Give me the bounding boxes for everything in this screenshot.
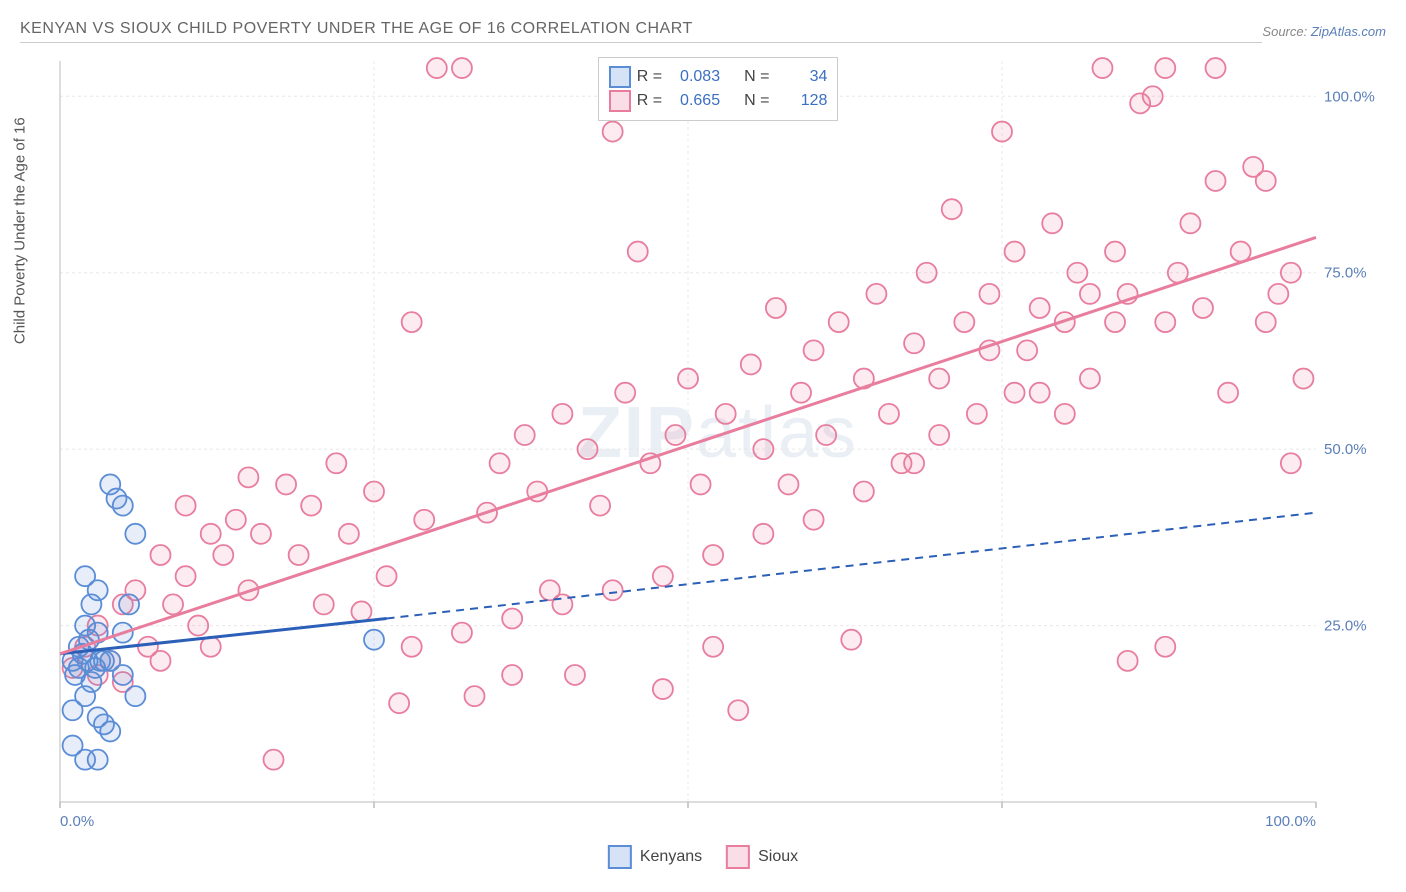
r-label2: R = — [637, 92, 662, 110]
r-label: R = — [637, 68, 662, 86]
svg-text:100.0%: 100.0% — [1324, 88, 1375, 105]
chart-container: Child Poverty Under the Age of 16 ZIPatl… — [50, 55, 1386, 842]
swatch-sioux — [609, 90, 631, 112]
legend-item-sioux: Sioux — [726, 845, 798, 869]
svg-text:0.0%: 0.0% — [60, 813, 94, 830]
stats-row-sioux: R = 0.665 N = 128 — [609, 90, 828, 112]
stats-legend-box: R = 0.083 N = 34 R = 0.665 N = 128 — [598, 57, 839, 121]
bottom-legend: Kenyans Sioux — [608, 845, 798, 869]
n-label: N = — [744, 68, 769, 86]
source-label: Source: — [1262, 24, 1307, 39]
r-value-sioux: 0.665 — [668, 92, 720, 110]
legend-label-sioux: Sioux — [758, 848, 798, 866]
y-axis-label: Child Poverty Under the Age of 16 — [12, 117, 29, 344]
n-value-kenyans: 34 — [775, 68, 827, 86]
swatch-kenyans — [609, 66, 631, 88]
legend-swatch-sioux — [726, 845, 750, 869]
stats-row-kenyans: R = 0.083 N = 34 — [609, 66, 828, 88]
svg-text:50.0%: 50.0% — [1324, 441, 1367, 458]
svg-text:75.0%: 75.0% — [1324, 265, 1367, 282]
n-value-sioux: 128 — [775, 92, 827, 110]
n-label2: N = — [744, 92, 769, 110]
chart-title: KENYAN VS SIOUX CHILD POVERTY UNDER THE … — [20, 20, 1262, 43]
r-value-kenyans: 0.083 — [668, 68, 720, 86]
source-link[interactable]: ZipAtlas.com — [1311, 24, 1386, 39]
legend-label-kenyans: Kenyans — [640, 848, 702, 866]
source-attribution: Source: ZipAtlas.com — [1262, 24, 1386, 43]
svg-text:100.0%: 100.0% — [1265, 813, 1316, 830]
scatter-plot: 25.0% 50.0% 75.0% 100.0% 0.0% 100.0% — [50, 55, 1386, 842]
legend-swatch-kenyans — [608, 845, 632, 869]
svg-text:25.0%: 25.0% — [1324, 618, 1367, 635]
legend-item-kenyans: Kenyans — [608, 845, 702, 869]
